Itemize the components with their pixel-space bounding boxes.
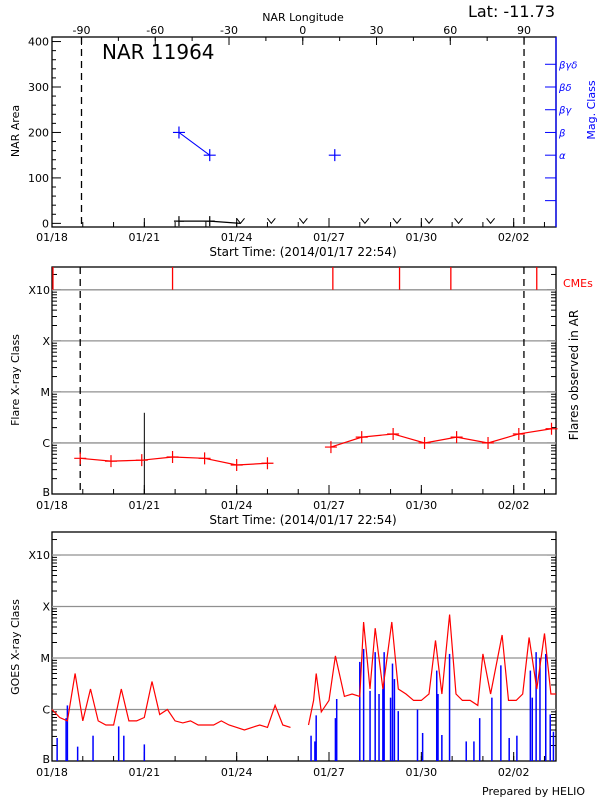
goes-xray-panel: B C M X X10 01/18 01/21 01/24 01/27 01/30 02/02 — [28, 531, 557, 779]
y-tick-label: X10 — [28, 549, 50, 562]
data-point-marker — [166, 451, 179, 464]
data-point-marker — [450, 431, 463, 444]
x-axis-label-middle-panel: Start Time: (2014/01/17 22:54) — [209, 513, 396, 527]
x-tick-label: 01/24 — [221, 231, 253, 244]
data-point-marker — [261, 457, 274, 470]
longitude-tick-label: 90 — [517, 24, 531, 37]
longitude-tick-label: -60 — [146, 24, 164, 37]
mag-class-label: β — [558, 128, 566, 139]
goes-long-line — [307, 614, 556, 726]
area-zero-marker — [392, 218, 402, 225]
x-tick-label: 02/02 — [498, 231, 530, 244]
mag-class-label: βγ — [558, 106, 572, 117]
cme-label: CMEs — [563, 277, 593, 290]
plot-frame — [51, 531, 557, 762]
y-axis-label-goes: GOES X-ray Class — [9, 599, 22, 695]
data-point-marker — [198, 452, 211, 465]
x-tick-label: 01/30 — [405, 499, 437, 512]
x-tick-label: 01/24 — [221, 499, 253, 512]
goes-long-line — [51, 673, 291, 731]
plot-frame — [51, 36, 557, 228]
area-zero-marker — [298, 218, 308, 225]
y-tick-label: X10 — [28, 284, 50, 297]
y-tick-label: B — [42, 753, 50, 766]
y-tick-label: 0 — [42, 217, 49, 230]
data-point-marker — [172, 126, 185, 139]
y-tick-label: C — [42, 437, 50, 450]
data-point-marker — [387, 427, 400, 440]
data-point-marker — [203, 149, 216, 162]
x-tick-label: 01/21 — [128, 231, 160, 244]
x-axis-label-top-panel: Start Time: (2014/01/17 22:54) — [209, 245, 396, 259]
mag-class-label: βδ — [558, 83, 572, 94]
area-zero-marker — [486, 218, 495, 225]
data-point-marker — [545, 422, 558, 435]
mag-class-line — [178, 132, 211, 156]
x-tick-label: 01/27 — [313, 766, 345, 779]
data-point-marker — [173, 216, 184, 227]
longitude-tick-label: 30 — [370, 24, 384, 37]
y-tick-label: B — [42, 486, 50, 499]
x-tick-label: 01/18 — [36, 231, 68, 244]
area-zero-marker — [266, 218, 276, 225]
y-tick-label: 100 — [28, 172, 49, 185]
mag-class-label: βγδ — [558, 60, 577, 71]
data-point-marker — [482, 436, 495, 449]
y-tick-label: 300 — [28, 81, 49, 94]
x-tick-label: 01/21 — [128, 766, 160, 779]
y2-axis-label-mag-class: Mag. Class — [585, 80, 598, 139]
area-zero-marker — [360, 218, 370, 225]
y2-axis-label-flares-ar: Flares observed in AR — [567, 310, 581, 440]
y-axis-label-nar-area: NAR Area — [9, 105, 22, 157]
y-tick-label: 200 — [28, 126, 49, 139]
credit-text: Prepared by HELIO — [482, 785, 585, 798]
flare-class-panel: B C M X X10 01/18 01/21 01/24 01/27 01/30 02/02 — [28, 266, 558, 512]
longitude-tick-label: 0 — [299, 24, 306, 37]
area-zero-marker — [424, 218, 434, 225]
data-point-marker — [104, 455, 117, 468]
mag-class-label: α — [559, 151, 566, 162]
x-tick-label: 01/30 — [405, 766, 437, 779]
x-tick-label: 01/27 — [313, 499, 345, 512]
longitude-tick-label: -90 — [73, 24, 91, 37]
x-tick-label: 01/18 — [36, 766, 68, 779]
data-point-marker — [324, 441, 337, 454]
x-tick-label: 01/18 — [36, 499, 68, 512]
x-tick-label: 02/02 — [498, 499, 530, 512]
area-zero-marker — [236, 218, 245, 225]
data-point-marker — [230, 458, 243, 471]
annotation-latitude: Lat: -11.73 — [468, 2, 555, 21]
y-tick-label: X — [42, 335, 50, 348]
data-point-marker — [74, 452, 87, 465]
y-tick-label: C — [42, 704, 50, 717]
x-tick-label: 01/24 — [221, 766, 253, 779]
longitude-tick-label: -30 — [220, 24, 238, 37]
area-zero-marker — [454, 218, 463, 225]
data-point-marker — [328, 149, 341, 162]
data-point-marker — [418, 436, 431, 449]
nar-area-panel: 0 100 200 300 400 α β βγ βδ βγδ -90 -60 -30 0 30 60 90 01… — [28, 24, 577, 244]
y-tick-label: M — [41, 386, 51, 399]
panel-title: NAR 11964 — [102, 40, 215, 64]
y-tick-label: 400 — [28, 36, 49, 49]
y-tick-label: X — [42, 601, 50, 614]
plot-frame — [51, 266, 557, 495]
y-tick-label: M — [41, 652, 51, 665]
data-point-marker — [204, 216, 215, 227]
longitude-tick-label: 60 — [443, 24, 457, 37]
x-tick-label: 02/02 — [498, 766, 530, 779]
x-tick-label: 01/30 — [405, 231, 437, 244]
data-point-marker — [135, 454, 148, 467]
data-point-marker — [512, 427, 525, 440]
data-point-marker — [355, 431, 368, 444]
top-axis-label: NAR Longitude — [262, 11, 344, 24]
x-tick-label: 01/27 — [313, 231, 345, 244]
y-axis-label-flare-class: Flare X-ray Class — [9, 334, 22, 426]
x-tick-label: 01/21 — [128, 499, 160, 512]
